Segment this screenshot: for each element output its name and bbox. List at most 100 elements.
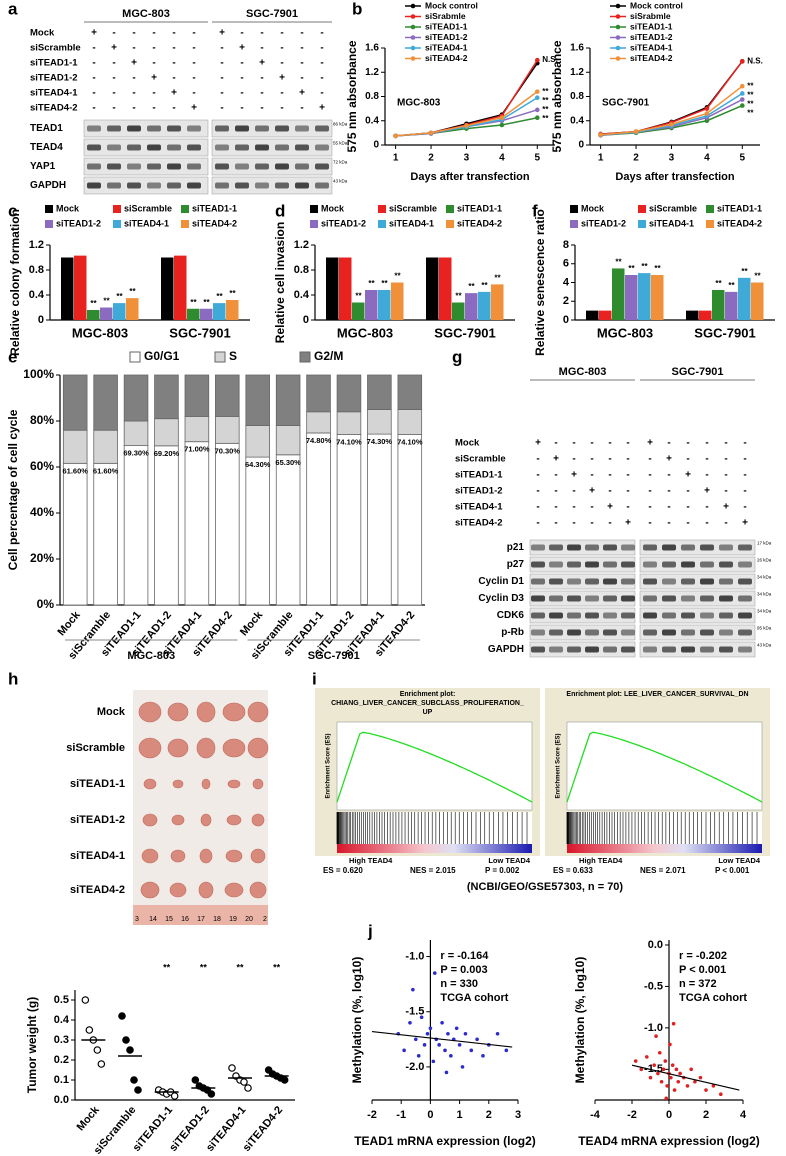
bar — [339, 257, 352, 320]
sign: - — [240, 88, 243, 99]
blot-band — [621, 646, 635, 653]
point — [408, 1020, 412, 1025]
enrichment-curve — [566, 731, 763, 803]
blot-strip — [211, 138, 333, 157]
sign: - — [320, 28, 323, 39]
value-label: 64.30% — [245, 460, 271, 469]
bar — [126, 298, 139, 320]
point — [402, 1048, 406, 1053]
blot-strip — [639, 590, 756, 607]
bar — [161, 257, 174, 320]
legend-label: siTEAD1-2 — [581, 218, 626, 228]
point — [93, 1046, 102, 1054]
blot-strip — [529, 607, 636, 624]
sign: - — [743, 502, 746, 513]
sign: - — [608, 438, 611, 449]
blot-strip — [83, 138, 209, 157]
bar — [100, 307, 113, 320]
sign: + — [589, 486, 595, 497]
blot-band — [585, 612, 599, 619]
point — [457, 1043, 462, 1047]
sign: - — [192, 73, 195, 84]
bar — [586, 310, 599, 320]
blot-band — [567, 561, 581, 568]
blot-band — [315, 163, 329, 170]
legend-swatch — [299, 351, 311, 363]
x-tick-label: SGC-7901 — [169, 325, 230, 340]
sign: - — [626, 438, 629, 449]
y-tick-label: -0.5 — [644, 980, 663, 992]
point — [475, 1037, 479, 1042]
point — [85, 1026, 94, 1034]
annotation: TCGA cohort — [679, 992, 747, 1004]
fit-line — [371, 1030, 513, 1048]
x-tick-label: -2 — [627, 1109, 637, 1121]
sign: - — [192, 43, 195, 54]
ruler — [133, 905, 268, 925]
rank-gradient — [567, 844, 762, 853]
blot-band — [275, 144, 289, 151]
legend-marker — [615, 24, 621, 30]
blot-strip — [639, 573, 756, 590]
blot-band — [235, 163, 249, 170]
bar — [452, 302, 465, 320]
value-label: 69.20% — [154, 449, 180, 458]
legend-marker — [410, 56, 416, 61]
bar-segment — [367, 409, 392, 435]
group-label: SGC-7901 — [308, 650, 360, 662]
sign: + — [151, 73, 157, 84]
tumor — [200, 813, 212, 827]
bar-segment — [93, 429, 118, 464]
band-label: TEAD1 — [30, 123, 63, 134]
sign: - — [536, 454, 539, 465]
sign: - — [667, 502, 670, 513]
legend-swatch — [310, 220, 318, 228]
legend-label: siSrabmle — [425, 11, 466, 21]
sign: - — [626, 502, 629, 513]
sign: - — [92, 43, 95, 54]
sign: - — [686, 454, 689, 465]
blot-band — [147, 163, 161, 170]
blot-band — [567, 646, 581, 653]
bar-segment — [184, 415, 210, 443]
band-label: YAP1 — [30, 161, 56, 172]
x-tick-label: -2 — [367, 1109, 377, 1121]
sign: - — [608, 518, 611, 529]
blot-strip — [639, 641, 756, 658]
sign: - — [572, 454, 575, 465]
sign: + — [91, 28, 97, 39]
legend-swatch — [638, 205, 646, 213]
tumor — [251, 813, 265, 827]
row-label: siTEAD4-1 — [455, 502, 503, 513]
blot-band — [275, 125, 289, 132]
x-tick-label: 0 — [427, 1109, 433, 1121]
blot-band — [621, 544, 635, 551]
blot-band — [167, 182, 181, 189]
sign: - — [572, 438, 575, 449]
blot-band — [215, 144, 229, 151]
blot-band — [567, 544, 581, 551]
group-label: SGC-7901 — [672, 366, 724, 378]
bar — [226, 300, 239, 320]
blot-band — [603, 629, 617, 636]
sign: - — [536, 470, 539, 481]
y-tick-label: 80% — [30, 413, 54, 427]
blot-band — [643, 612, 657, 619]
bar-segment — [93, 462, 118, 606]
tumor — [249, 881, 267, 899]
blot-band — [719, 646, 733, 653]
y-axis-label: Tumor weight (g) — [25, 997, 39, 1093]
legend-marker — [615, 14, 621, 19]
ruler-label: 18 — [213, 916, 221, 923]
legend-label: siTEAD1-2 — [425, 32, 468, 42]
sign: - — [536, 486, 539, 497]
y-tick-label: 0.4 — [570, 115, 584, 126]
sign: - — [724, 454, 727, 465]
rank-gradient — [337, 844, 532, 853]
x-tick-label: 5 — [535, 153, 541, 164]
legend-swatch — [570, 220, 578, 228]
annotation: ** — [741, 267, 748, 276]
legend-label: siTEAD1-1 — [630, 21, 673, 31]
point — [648, 1075, 653, 1080]
point — [416, 1054, 421, 1058]
